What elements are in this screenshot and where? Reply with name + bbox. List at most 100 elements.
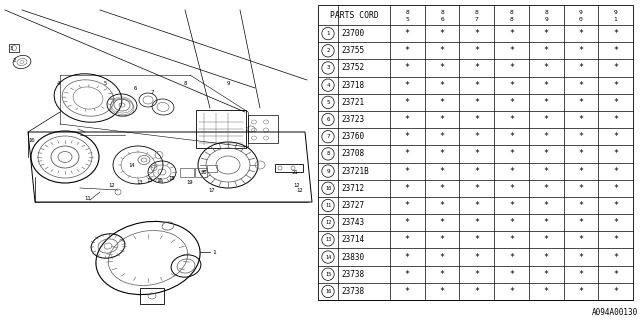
Text: 8: 8 (545, 10, 548, 14)
Text: 4: 4 (56, 81, 60, 85)
Text: *: * (474, 46, 479, 55)
Text: *: * (509, 149, 514, 158)
Text: *: * (440, 46, 445, 55)
Text: *: * (613, 149, 618, 158)
Text: *: * (440, 252, 445, 261)
Text: 16: 16 (157, 178, 163, 182)
Text: *: * (509, 81, 514, 90)
Text: *: * (544, 29, 548, 38)
Text: *: * (613, 252, 618, 261)
Text: 11: 11 (325, 203, 331, 208)
Text: 8: 8 (509, 10, 513, 14)
Text: 8: 8 (475, 10, 479, 14)
Text: *: * (509, 270, 514, 279)
Text: *: * (579, 149, 584, 158)
Text: 6: 6 (133, 85, 136, 91)
Text: 23721: 23721 (341, 98, 364, 107)
Text: *: * (544, 270, 548, 279)
Text: 13: 13 (325, 237, 331, 242)
Text: *: * (474, 132, 479, 141)
Bar (275, 164, 303, 172)
Text: 23714: 23714 (341, 235, 364, 244)
Text: 2: 2 (326, 48, 330, 53)
Text: 8: 8 (184, 81, 187, 85)
Bar (195, 168, 207, 177)
Bar (9, 44, 19, 52)
Text: *: * (474, 252, 479, 261)
Text: *: * (405, 167, 410, 176)
Text: 5: 5 (104, 81, 107, 85)
Text: *: * (405, 81, 410, 90)
Text: 14: 14 (325, 254, 331, 260)
Text: *: * (579, 287, 584, 296)
Text: *: * (509, 235, 514, 244)
Text: 23738: 23738 (341, 287, 364, 296)
Bar (180, 168, 194, 177)
Text: *: * (544, 132, 548, 141)
Text: *: * (474, 201, 479, 210)
Text: *: * (613, 167, 618, 176)
Text: 10: 10 (325, 186, 331, 191)
Text: *: * (405, 98, 410, 107)
Text: 5: 5 (326, 100, 330, 105)
Text: *: * (613, 132, 618, 141)
Text: 9: 9 (545, 17, 548, 22)
Text: *: * (544, 115, 548, 124)
Bar (248, 115, 278, 143)
Text: *: * (613, 98, 618, 107)
Text: *: * (613, 115, 618, 124)
Text: 23727: 23727 (341, 201, 364, 210)
Text: *: * (440, 81, 445, 90)
Text: 23712: 23712 (341, 184, 364, 193)
Text: *: * (474, 270, 479, 279)
Text: 13: 13 (137, 180, 143, 185)
Text: *: * (440, 218, 445, 227)
Text: 16: 16 (325, 289, 331, 294)
Text: *: * (579, 81, 584, 90)
Text: *: * (509, 46, 514, 55)
Text: *: * (579, 115, 584, 124)
Text: 1: 1 (614, 17, 618, 22)
Text: *: * (613, 270, 618, 279)
Text: *: * (509, 167, 514, 176)
Text: *: * (474, 98, 479, 107)
Text: 9: 9 (614, 10, 618, 14)
Text: *: * (405, 201, 410, 210)
Text: *: * (509, 184, 514, 193)
Text: 10: 10 (29, 138, 35, 142)
Text: *: * (440, 63, 445, 72)
Text: *: * (509, 287, 514, 296)
Text: 12: 12 (297, 188, 303, 193)
Text: *: * (405, 29, 410, 38)
Text: 23738: 23738 (341, 270, 364, 279)
Text: *: * (440, 184, 445, 193)
Text: 7: 7 (326, 134, 330, 139)
Text: *: * (440, 98, 445, 107)
Text: *: * (613, 184, 618, 193)
Text: 23721B: 23721B (341, 167, 369, 176)
Text: A094A00130: A094A00130 (592, 308, 638, 317)
Text: *: * (474, 63, 479, 72)
Text: *: * (405, 149, 410, 158)
Text: *: * (509, 132, 514, 141)
Text: *: * (579, 270, 584, 279)
Text: *: * (613, 81, 618, 90)
Text: *: * (544, 81, 548, 90)
Text: *: * (440, 132, 445, 141)
Text: *: * (440, 270, 445, 279)
Text: 8: 8 (440, 10, 444, 14)
Text: 23830: 23830 (341, 252, 364, 261)
Text: *: * (579, 46, 584, 55)
Text: *: * (474, 29, 479, 38)
Text: 23743: 23743 (341, 218, 364, 227)
Bar (207, 165, 217, 172)
Text: *: * (544, 167, 548, 176)
Text: *: * (405, 184, 410, 193)
Text: 19: 19 (187, 180, 193, 185)
Text: *: * (405, 252, 410, 261)
Text: 23752: 23752 (341, 63, 364, 72)
Text: 23708: 23708 (341, 149, 364, 158)
Text: *: * (579, 184, 584, 193)
Text: *: * (544, 252, 548, 261)
Text: *: * (509, 218, 514, 227)
